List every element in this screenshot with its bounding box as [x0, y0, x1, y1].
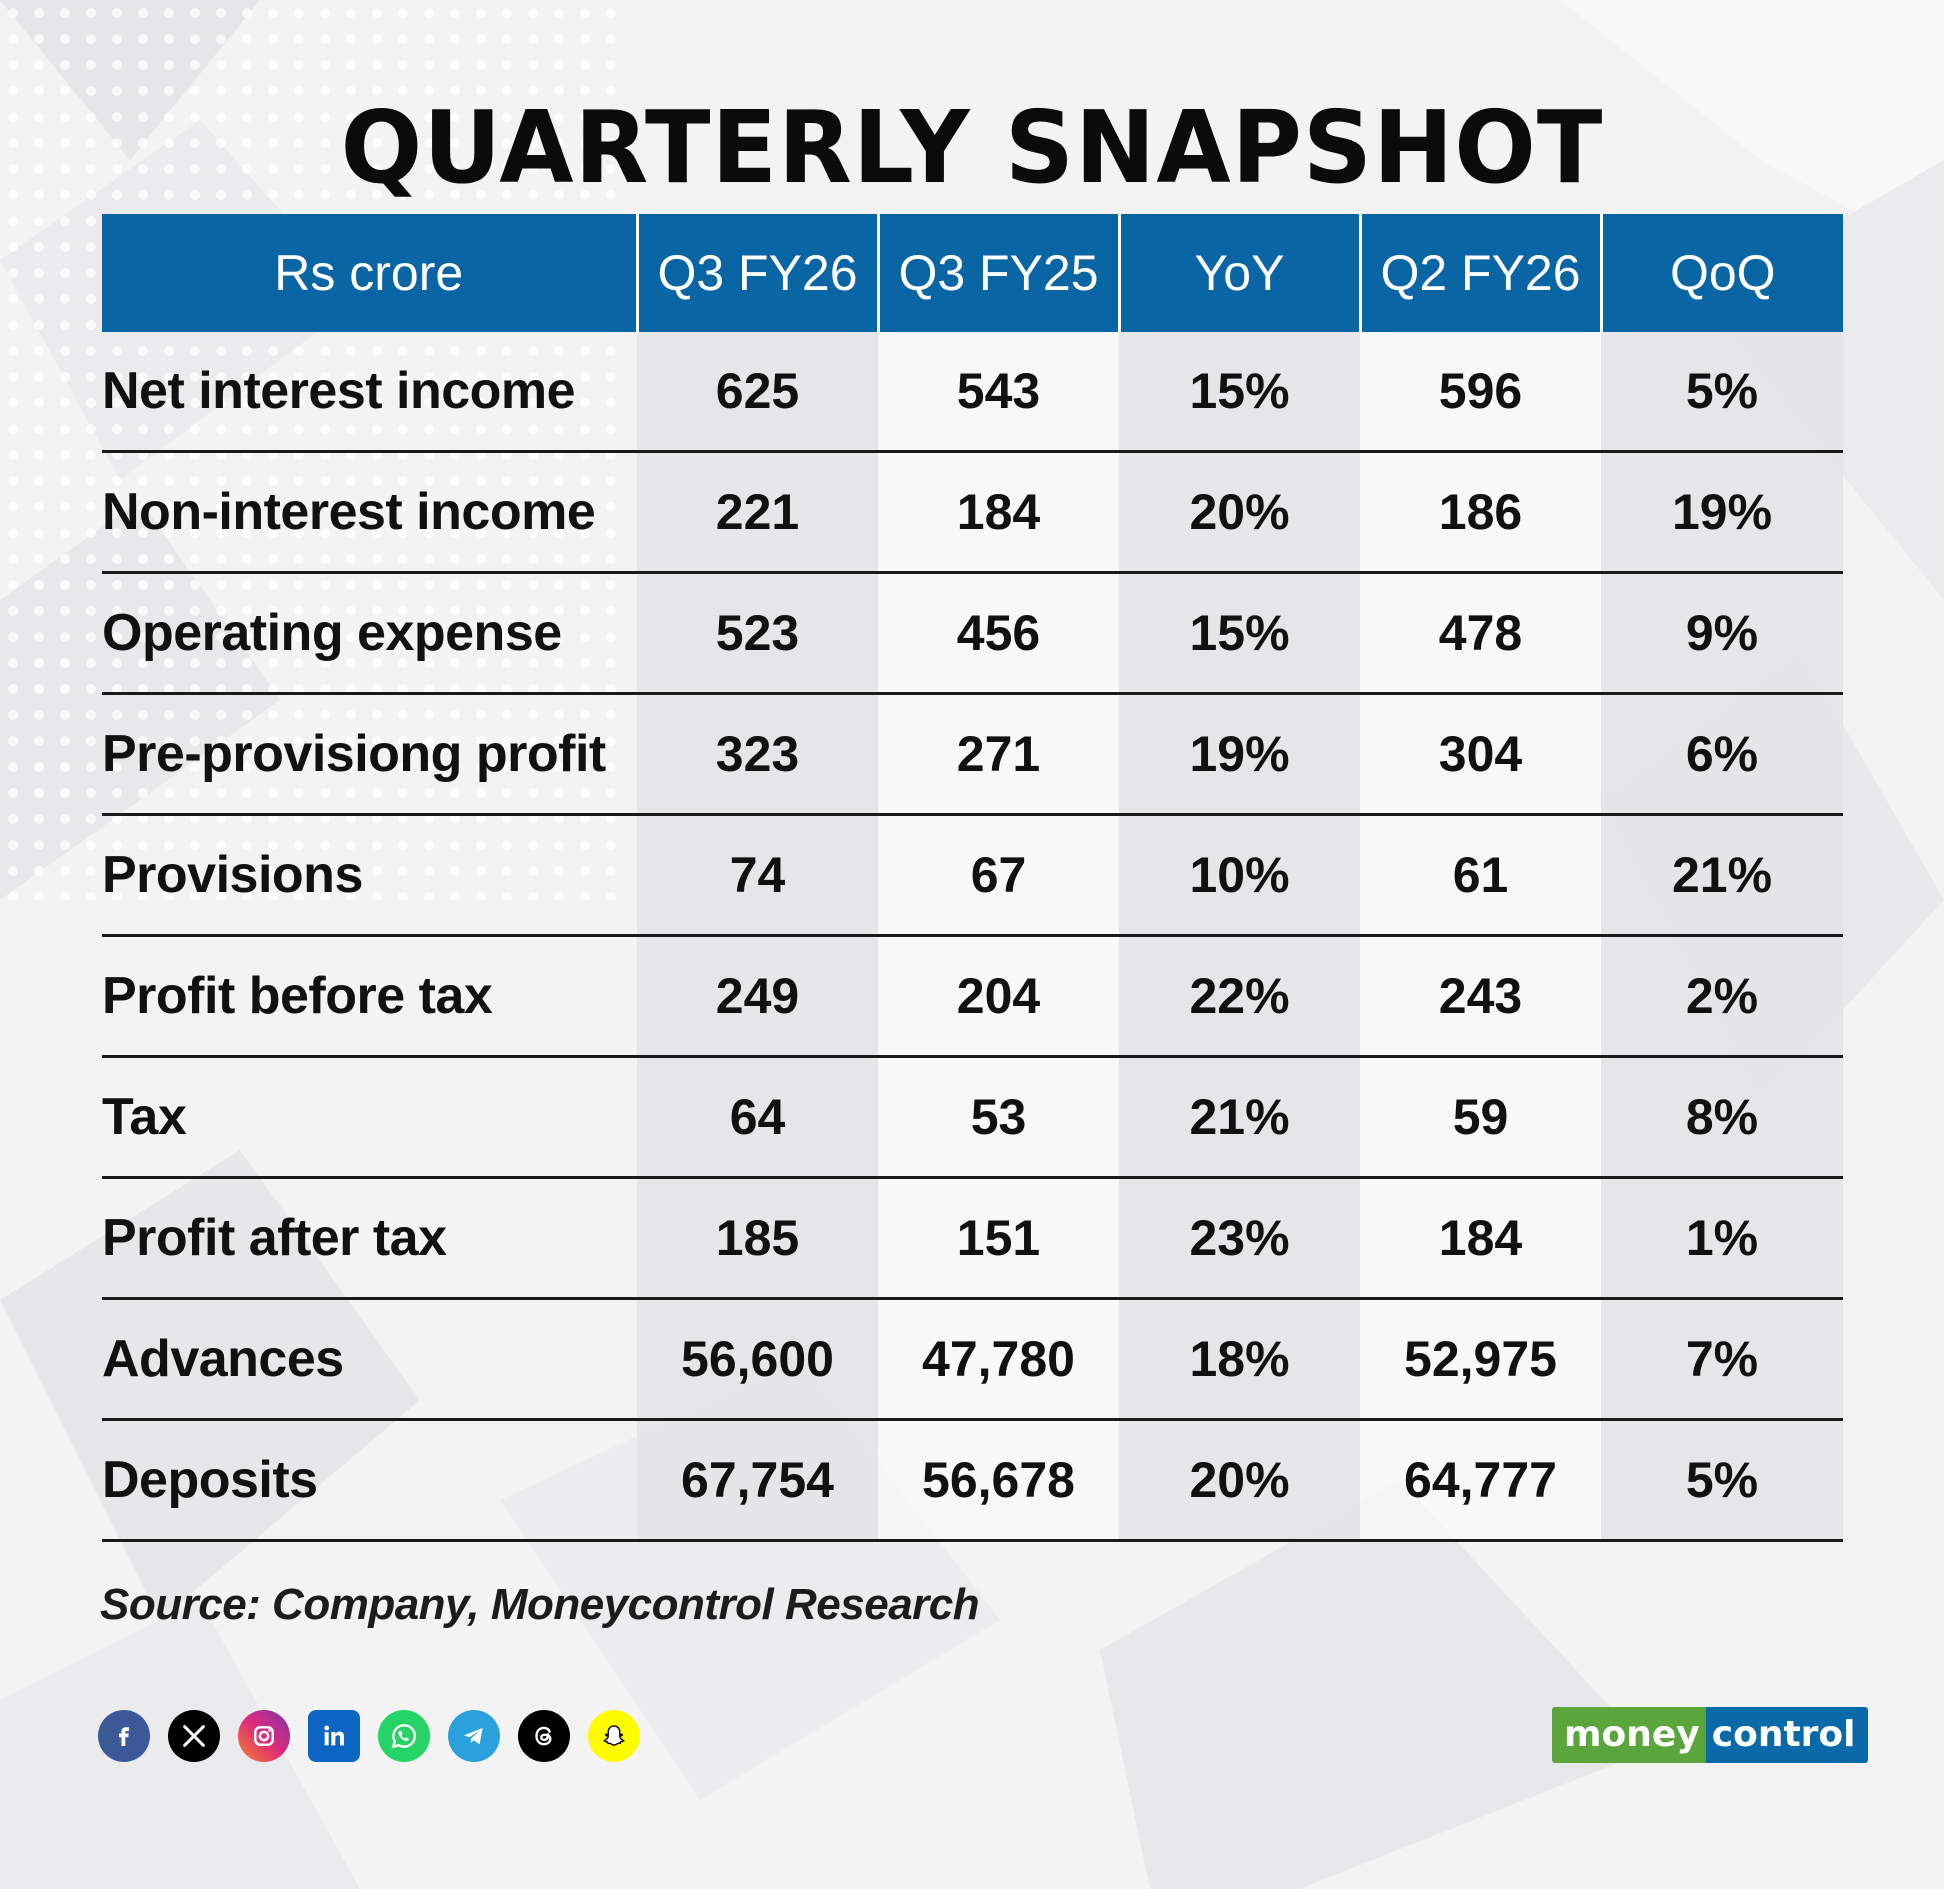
table-cell: 19%: [1119, 693, 1360, 816]
table-cell: 67,754: [637, 1419, 878, 1542]
instagram-icon[interactable]: [238, 1710, 290, 1762]
table-cell: 2%: [1601, 935, 1843, 1058]
table-cell: 204: [878, 935, 1119, 1058]
row-label: Profit after tax: [102, 1177, 637, 1300]
table-cell: 52,975: [1360, 1298, 1601, 1421]
table-cell: 21%: [1601, 814, 1843, 937]
moneycontrol-logo: money control: [1552, 1707, 1868, 1763]
table-cell: 304: [1360, 693, 1601, 816]
logo-part-money: money: [1552, 1707, 1706, 1763]
table-row: Advances 56,600 47,780 18% 52,975 7%: [102, 1298, 1843, 1421]
column-header: Rs crore: [102, 214, 637, 332]
table-cell: 1%: [1601, 1177, 1843, 1300]
table-cell: 15%: [1119, 332, 1360, 453]
table-cell: 5%: [1601, 332, 1843, 453]
table-cell: 271: [878, 693, 1119, 816]
table-cell: 64: [637, 1056, 878, 1179]
row-label: Non-interest income: [102, 451, 637, 574]
table-cell: 6%: [1601, 693, 1843, 816]
table-cell: 9%: [1601, 572, 1843, 695]
table-cell: 523: [637, 572, 878, 695]
table-cell: 184: [1360, 1177, 1601, 1300]
table-row: Operating expense 523 456 15% 478 9%: [102, 572, 1843, 695]
table-header-row: Rs crore Q3 FY26 Q3 FY25 YoY Q2 FY26 QoQ: [102, 214, 1843, 332]
whatsapp-icon[interactable]: [378, 1710, 430, 1762]
table-row: Tax 64 53 21% 59 8%: [102, 1056, 1843, 1179]
table-cell: 185: [637, 1177, 878, 1300]
table-cell: 47,780: [878, 1298, 1119, 1421]
telegram-icon[interactable]: [448, 1710, 500, 1762]
table-cell: 221: [637, 451, 878, 574]
table-cell: 478: [1360, 572, 1601, 695]
row-label: Advances: [102, 1298, 637, 1421]
column-header: Q3 FY25: [876, 214, 1119, 332]
table-cell: 625: [637, 332, 878, 453]
table-cell: 323: [637, 693, 878, 816]
row-label: Deposits: [102, 1419, 637, 1542]
table-row: Profit after tax 185 151 23% 184 1%: [102, 1177, 1843, 1300]
table-row: Non-interest income 221 184 20% 186 19%: [102, 451, 1843, 574]
table-cell: 151: [878, 1177, 1119, 1300]
column-header: Q2 FY26: [1358, 214, 1601, 332]
table-cell: 456: [878, 572, 1119, 695]
row-label: Profit before tax: [102, 935, 637, 1058]
row-label: Operating expense: [102, 572, 637, 695]
table-cell: 5%: [1601, 1419, 1843, 1542]
source-note: Source: Company, Moneycontrol Research: [100, 1580, 980, 1629]
table-cell: 249: [637, 935, 878, 1058]
linkedin-icon[interactable]: [308, 1710, 360, 1762]
table-cell: 61: [1360, 814, 1601, 937]
column-header: Q3 FY26: [635, 214, 878, 332]
x-icon[interactable]: [168, 1710, 220, 1762]
table-cell: 56,678: [878, 1419, 1119, 1542]
threads-icon[interactable]: [518, 1710, 570, 1762]
table-row: Net interest income 625 543 15% 596 5%: [102, 332, 1843, 453]
table-cell: 74: [637, 814, 878, 937]
table-cell: 18%: [1119, 1298, 1360, 1421]
row-label: Tax: [102, 1056, 637, 1179]
snapchat-icon[interactable]: [588, 1710, 640, 1762]
table-cell: 7%: [1601, 1298, 1843, 1421]
table-cell: 59: [1360, 1056, 1601, 1179]
table-cell: 20%: [1119, 451, 1360, 574]
column-header: YoY: [1117, 214, 1360, 332]
table-cell: 15%: [1119, 572, 1360, 695]
column-header: QoQ: [1599, 214, 1843, 332]
table-cell: 21%: [1119, 1056, 1360, 1179]
table-row: Pre-provisiong profit 323 271 19% 304 6%: [102, 693, 1843, 816]
table-row: Provisions 74 67 10% 61 21%: [102, 814, 1843, 937]
table-cell: 67: [878, 814, 1119, 937]
social-icons: [98, 1710, 640, 1762]
row-label: Provisions: [102, 814, 637, 937]
page-title: QUARTERLY SNAPSHOT: [340, 89, 1604, 206]
table-cell: 23%: [1119, 1177, 1360, 1300]
table-cell: 243: [1360, 935, 1601, 1058]
table-row: Deposits 67,754 56,678 20% 64,777 5%: [102, 1419, 1843, 1542]
row-label: Net interest income: [102, 332, 637, 453]
table-cell: 596: [1360, 332, 1601, 453]
table-cell: 8%: [1601, 1056, 1843, 1179]
quarterly-snapshot-table: Rs crore Q3 FY26 Q3 FY25 YoY Q2 FY26 QoQ…: [102, 214, 1843, 1542]
table-cell: 53: [878, 1056, 1119, 1179]
table-cell: 19%: [1601, 451, 1843, 574]
table-cell: 186: [1360, 451, 1601, 574]
table-cell: 543: [878, 332, 1119, 453]
table-cell: 20%: [1119, 1419, 1360, 1542]
table-cell: 56,600: [637, 1298, 878, 1421]
facebook-icon[interactable]: [98, 1710, 150, 1762]
table-cell: 22%: [1119, 935, 1360, 1058]
table-cell: 184: [878, 451, 1119, 574]
table-cell: 10%: [1119, 814, 1360, 937]
table-row: Profit before tax 249 204 22% 243 2%: [102, 935, 1843, 1058]
table-cell: 64,777: [1360, 1419, 1601, 1542]
logo-part-control: control: [1705, 1707, 1868, 1763]
row-label: Pre-provisiong profit: [102, 693, 637, 816]
